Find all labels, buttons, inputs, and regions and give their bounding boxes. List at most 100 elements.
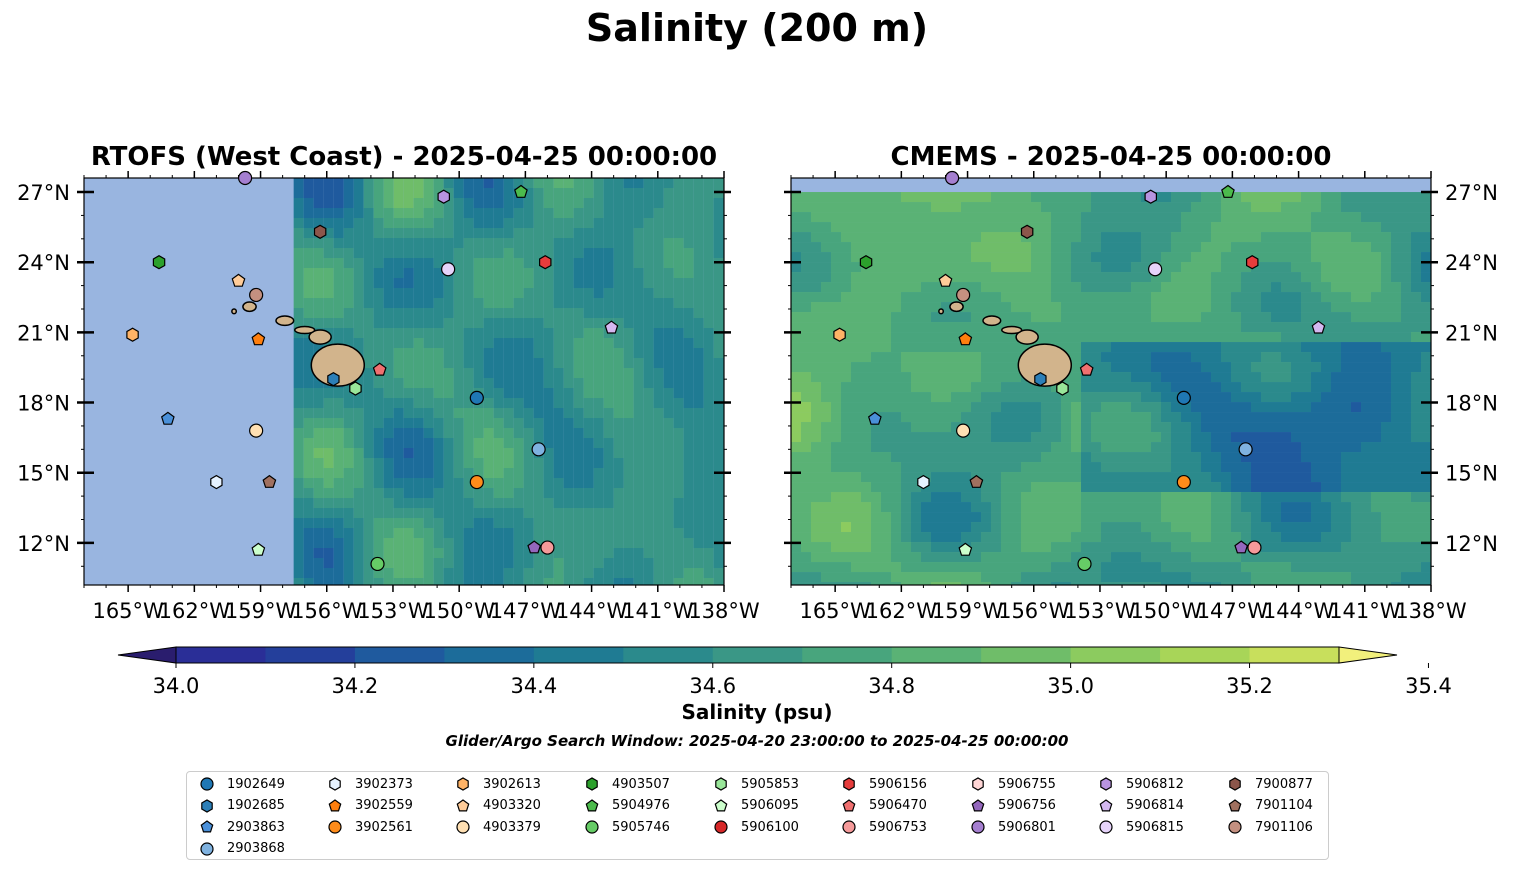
colorbar-segment xyxy=(444,647,535,663)
legend-item-5906095: 5906095 xyxy=(713,798,799,814)
hawaii-island xyxy=(1015,329,1039,345)
lat-tick-label: 18°N xyxy=(1445,392,1498,416)
float-marker-4903320 xyxy=(231,273,246,287)
rtofs-panel-title: RTOFS (West Coast) - 2025-04-25 00:00:00 xyxy=(90,142,718,172)
lon-tick-label: 159°W xyxy=(932,599,1004,623)
legend-label: 5906755 xyxy=(998,776,1056,792)
lat-tick-label: 24°N xyxy=(17,251,70,275)
legend-item-5906812: 5906812 xyxy=(1098,776,1184,792)
float-marker-5906095 xyxy=(251,542,266,556)
hexagon-marker-icon xyxy=(201,798,213,813)
legend-marker-5905853 xyxy=(715,777,727,791)
float-legend: 1902649 1902685 2903863 2903868 3902373 39025… xyxy=(186,771,1329,860)
float-marker-7901106 xyxy=(956,287,971,303)
colorbar-segment xyxy=(623,647,714,663)
hawaii-island xyxy=(310,343,366,387)
legend-marker-3902559 xyxy=(328,798,342,811)
figure-title: Salinity (200 m) xyxy=(585,6,929,50)
float-marker-5906156 xyxy=(538,255,552,270)
circle-marker-icon xyxy=(200,841,214,856)
legend-label: 5906801 xyxy=(998,819,1056,835)
legend-item-4903379: 4903379 xyxy=(455,819,541,835)
colorbar-frame xyxy=(175,646,1340,664)
pentagon-marker-icon xyxy=(585,798,599,811)
legend-item-7901104: 7901104 xyxy=(1227,798,1313,814)
legend-item-1902685: 1902685 xyxy=(199,798,285,814)
legend-label: 5905746 xyxy=(612,819,670,835)
legend-label: 5904976 xyxy=(612,798,670,813)
lon-tick-label: 165°W xyxy=(799,599,871,623)
float-marker-5906815 xyxy=(441,262,456,277)
legend-label: 5906814 xyxy=(1126,798,1184,813)
legend-item-5906814: 5906814 xyxy=(1098,798,1184,814)
legend-label: 2903863 xyxy=(227,819,285,835)
legend-item-5906100: 5906100 xyxy=(713,819,799,835)
colorbar-tick-label: 34.4 xyxy=(510,674,557,698)
float-marker-3902373 xyxy=(917,474,930,490)
hawaii-island xyxy=(949,301,964,313)
float-marker-5906470 xyxy=(372,362,387,376)
float-marker-1902685 xyxy=(1034,372,1047,387)
circle-marker-icon xyxy=(1228,820,1242,834)
legend-label: 1902649 xyxy=(227,776,285,792)
legend-item-3902373: 3902373 xyxy=(327,776,413,792)
legend-item-7900877: 7900877 xyxy=(1227,776,1313,792)
float-marker-2903868 xyxy=(1238,442,1253,457)
legend-marker-5906801 xyxy=(971,820,985,834)
colorbar-extend-low xyxy=(117,646,177,664)
legend-marker-5904976 xyxy=(585,798,599,811)
legend-label: 4903507 xyxy=(612,776,670,792)
pentagon-marker-icon xyxy=(456,798,470,811)
legend-item-5904976: 5904976 xyxy=(584,798,670,814)
legend-item-7901106: 7901106 xyxy=(1227,819,1313,835)
salinity-field-1 xyxy=(791,192,1431,585)
legend-label: 3902561 xyxy=(355,819,413,835)
circle-marker-icon xyxy=(842,820,856,834)
lat-tick-label: 15°N xyxy=(1445,462,1498,486)
colorbar-extend-high xyxy=(1338,646,1398,664)
hexagon-marker-icon xyxy=(586,777,598,791)
legend-marker-4903507 xyxy=(586,777,598,791)
colorbar-segment xyxy=(176,647,266,663)
legend-item-2903868: 2903868 xyxy=(199,841,285,857)
legend-item-4903320: 4903320 xyxy=(455,798,541,814)
legend-marker-5906100 xyxy=(714,820,728,834)
lon-tick-label: 150°W xyxy=(1130,599,1202,623)
float-marker-5906095 xyxy=(958,542,973,556)
hawaii-island xyxy=(231,308,238,315)
legend-item-2903863: 2903863 xyxy=(199,819,285,835)
legend-marker-1902685 xyxy=(201,798,213,813)
pentagon-marker-icon xyxy=(200,820,214,833)
hexagon-marker-icon xyxy=(715,777,727,791)
float-marker-4903379 xyxy=(249,423,264,438)
colorbar-segment xyxy=(712,647,803,663)
float-marker-5906753 xyxy=(540,540,555,555)
legend-item-5906755: 5906755 xyxy=(970,776,1056,792)
legend-label: 7901106 xyxy=(1255,819,1313,835)
pentagon-marker-icon xyxy=(714,798,728,811)
lon-tick-label: 150°W xyxy=(423,599,495,623)
float-marker-5906812 xyxy=(1144,189,1158,204)
float-marker-5906812 xyxy=(437,189,450,204)
hawaii-island xyxy=(1017,343,1073,387)
colorbar-segment xyxy=(354,647,445,663)
lat-tick-label: 18°N xyxy=(17,392,70,416)
float-marker-5906801 xyxy=(945,170,960,186)
circle-marker-icon xyxy=(971,820,985,834)
float-marker-5904976 xyxy=(1221,184,1235,198)
legend-marker-2903863 xyxy=(200,820,214,833)
legend-marker-7901104 xyxy=(1228,798,1242,811)
float-marker-1902685 xyxy=(327,372,340,387)
legend-marker-5906755 xyxy=(972,777,984,791)
colorbar: 34.0 34.2 34.4 34.6 34.8 35.0 35.2 35.4 xyxy=(117,646,1452,698)
circle-marker-icon xyxy=(714,820,728,834)
legend-item-3902559: 3902559 xyxy=(327,798,413,814)
legend-marker-4903320 xyxy=(456,798,470,811)
float-marker-3902559 xyxy=(958,332,973,346)
legend-item-5906753: 5906753 xyxy=(841,819,927,835)
legend-label: 5906100 xyxy=(741,819,799,835)
float-marker-5905746 xyxy=(1077,556,1092,572)
legend-marker-5906814 xyxy=(1099,798,1113,811)
legend-item-5905746: 5905746 xyxy=(584,819,670,835)
legend-marker-5906156 xyxy=(843,777,855,791)
